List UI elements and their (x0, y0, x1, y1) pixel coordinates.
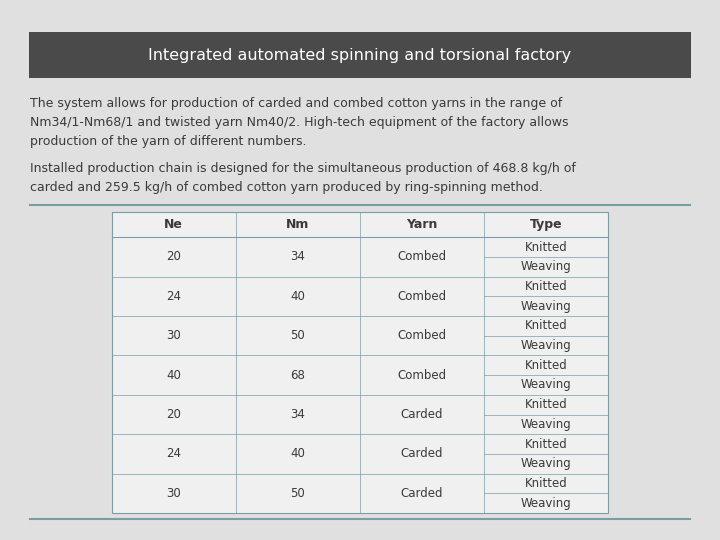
Text: Type: Type (530, 218, 562, 231)
Text: 30: 30 (166, 487, 181, 500)
Text: Weaving: Weaving (521, 497, 572, 510)
Text: Knitted: Knitted (525, 398, 567, 411)
Text: 40: 40 (290, 290, 305, 303)
Text: 50: 50 (291, 487, 305, 500)
Text: Nm: Nm (287, 218, 310, 231)
Text: Weaving: Weaving (521, 418, 572, 431)
Text: Combed: Combed (397, 251, 446, 264)
Text: Weaving: Weaving (521, 260, 572, 273)
Text: 34: 34 (290, 251, 305, 264)
Text: Knitted: Knitted (525, 241, 567, 254)
Text: Carded: Carded (401, 487, 444, 500)
Text: Weaving: Weaving (521, 457, 572, 470)
Text: Integrated automated spinning and torsional factory: Integrated automated spinning and torsio… (148, 48, 572, 63)
Text: 20: 20 (166, 251, 181, 264)
Text: Yarn: Yarn (406, 218, 438, 231)
Text: 24: 24 (166, 290, 181, 303)
Text: 50: 50 (291, 329, 305, 342)
Text: 20: 20 (166, 408, 181, 421)
Text: Ne: Ne (164, 218, 183, 231)
Text: Knitted: Knitted (525, 437, 567, 450)
Text: Carded: Carded (401, 408, 444, 421)
Text: Carded: Carded (401, 448, 444, 461)
Text: Weaving: Weaving (521, 300, 572, 313)
Text: The system allows for production of carded and combed cotton yarns in the range : The system allows for production of card… (30, 97, 569, 148)
Text: Knitted: Knitted (525, 359, 567, 372)
Text: Weaving: Weaving (521, 339, 572, 352)
Text: 40: 40 (166, 369, 181, 382)
Text: Weaving: Weaving (521, 379, 572, 392)
Text: 30: 30 (166, 329, 181, 342)
Text: Knitted: Knitted (525, 280, 567, 293)
Text: Knitted: Knitted (525, 320, 567, 333)
Text: Combed: Combed (397, 329, 446, 342)
Text: 68: 68 (290, 369, 305, 382)
Text: 24: 24 (166, 448, 181, 461)
Text: 34: 34 (290, 408, 305, 421)
Text: Combed: Combed (397, 290, 446, 303)
Text: 40: 40 (290, 448, 305, 461)
Text: Combed: Combed (397, 369, 446, 382)
Text: Installed production chain is designed for the simultaneous production of 468.8 : Installed production chain is designed f… (30, 162, 576, 194)
Text: Knitted: Knitted (525, 477, 567, 490)
